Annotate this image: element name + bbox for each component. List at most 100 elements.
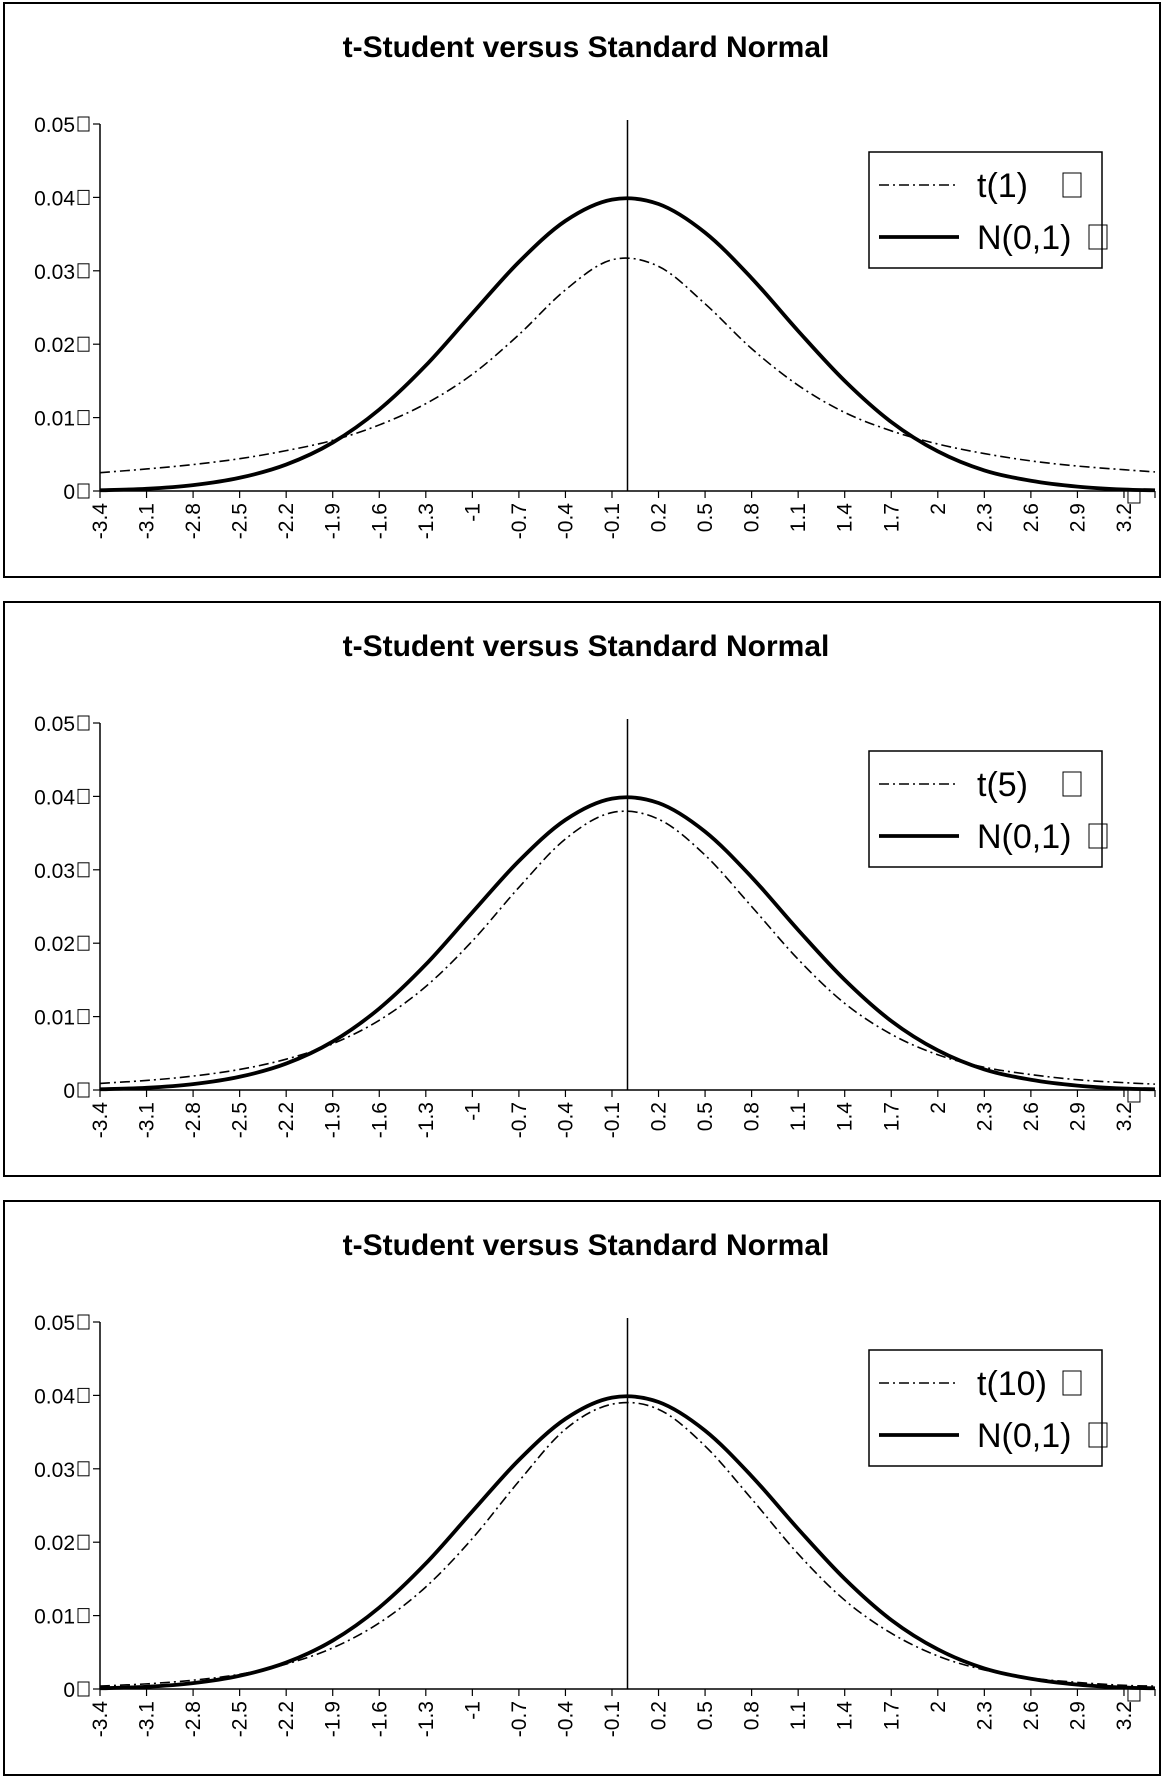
x-tick-label: -0.4 [554, 1701, 577, 1738]
x-tick-label: -0.7 [508, 1701, 531, 1737]
y-tick-label: 0 [63, 1080, 75, 1103]
series-line-1 [99, 257, 1156, 474]
x-tick-label: 2.9 [1066, 503, 1089, 532]
x-tick-label: 2.9 [1066, 1102, 1089, 1131]
x-tick-label: 1.4 [834, 503, 857, 533]
y-tick-label: 0.02 [34, 933, 75, 956]
tick-glyph-box [77, 1681, 90, 1697]
tick-glyph-box [77, 116, 90, 132]
legend-label-2: N(0,1) [977, 219, 1071, 257]
x-tick-label: 2 [927, 1701, 950, 1713]
legend-label-1: t(10) [977, 1365, 1047, 1403]
y-tick-label: 0.03 [34, 860, 75, 883]
tick-glyph-box [77, 1387, 90, 1403]
tick-glyph-box [77, 1461, 90, 1477]
x-tick-label: 2.9 [1066, 1701, 1089, 1730]
x-tick-label: -0.4 [554, 503, 577, 540]
x-tick-label: 0.2 [648, 503, 671, 532]
x-tick-label: 2.6 [1020, 1102, 1043, 1131]
tick-glyph-box [1062, 172, 1082, 198]
x-tick-label: -0.7 [508, 1102, 531, 1138]
y-tick-label: 0.01 [34, 1007, 75, 1030]
y-tick-label: 0.01 [34, 408, 75, 431]
tick-glyph-box [77, 1082, 90, 1098]
x-tick-label: 0.8 [741, 1102, 764, 1131]
y-tick-label: 0.05 [34, 713, 75, 736]
x-tick-label: -1 [461, 1102, 484, 1121]
x-tick-label: 1.4 [834, 1701, 857, 1731]
x-tick-label: -2.2 [275, 503, 298, 539]
x-tick-label: -1.9 [322, 1102, 345, 1138]
series-line-2 [99, 795, 1156, 1092]
series-line-2 [99, 196, 1156, 493]
x-tick-label: -2.2 [275, 1701, 298, 1737]
x-tick-label: -2.8 [182, 1102, 205, 1138]
x-tick-label: -1.3 [415, 503, 438, 539]
tick-glyph-box [1088, 224, 1108, 250]
x-tick-label: 2 [927, 503, 950, 515]
x-tick-label: -2.8 [182, 503, 205, 539]
legend-label-2: N(0,1) [977, 818, 1071, 856]
x-tick-label: 0.2 [648, 1701, 671, 1730]
x-tick-label: -1.9 [322, 1701, 345, 1737]
tick-glyph-box [77, 935, 90, 951]
x-tick-label: 2 [927, 1102, 950, 1114]
x-tick-label: -2.8 [182, 1701, 205, 1737]
tick-glyph-box [77, 336, 90, 352]
x-tick-label: -2.5 [229, 1102, 252, 1138]
x-tick-label: -0.7 [508, 503, 531, 539]
tick-glyph-box [77, 483, 90, 499]
chart-panel-3: t-Student versus Standard Normal 0 0.01 0.0… [3, 1200, 1161, 1776]
y-tick-label: 0.04 [34, 786, 75, 809]
x-tick-label: -1 [461, 503, 484, 522]
series-line-1 [99, 810, 1156, 1085]
tick-glyph-box [77, 788, 90, 804]
tick-glyph-box [77, 1608, 90, 1624]
x-tick-label: 1.4 [834, 1102, 857, 1132]
tick-glyph-box [1062, 1370, 1082, 1396]
x-tick-label: 0.5 [694, 1102, 717, 1131]
tick-glyph-box [77, 263, 90, 279]
chart-svg-1: t-Student versus Standard Normal 0 0.01 0.0… [34, 31, 1156, 540]
y-tick-label: 0.02 [34, 334, 75, 357]
x-tick-label: -1.6 [368, 503, 391, 539]
x-tick-label: -1.3 [415, 1102, 438, 1138]
legend-label-1: t(1) [977, 167, 1028, 205]
x-tick-label: -0.1 [601, 503, 624, 539]
tick-glyph-box [77, 410, 90, 426]
chart-panel-2: t-Student versus Standard Normal 0 0.01 0.0… [3, 601, 1161, 1177]
x-tick-label: 3.2 [1113, 1102, 1136, 1131]
tick-glyph-box [1062, 771, 1082, 797]
y-tick-label: 0.05 [34, 1312, 75, 1335]
x-tick-label: 0.5 [694, 503, 717, 532]
x-tick-label: -2.5 [229, 503, 252, 539]
x-tick-label: -0.1 [601, 1701, 624, 1737]
x-tick-label: 1.1 [787, 1701, 810, 1730]
chart-title: t-Student versus Standard Normal [343, 630, 830, 663]
tick-glyph-box [77, 1534, 90, 1550]
x-tick-label: -3.1 [136, 503, 159, 539]
x-tick-label: -3.4 [89, 1102, 112, 1139]
legend-box [868, 1349, 1103, 1467]
y-tick-label: 0.02 [34, 1532, 75, 1555]
legend-box [868, 750, 1103, 868]
chart-title: t-Student versus Standard Normal [343, 31, 830, 64]
y-tick-label: 0.04 [34, 1385, 75, 1408]
x-tick-label: -1.9 [322, 503, 345, 539]
y-tick-label: 0 [63, 481, 75, 504]
x-tick-label: -0.1 [601, 1102, 624, 1138]
x-tick-label: -1.3 [415, 1701, 438, 1737]
legend-label-2: N(0,1) [977, 1417, 1071, 1455]
y-tick-label: 0.04 [34, 187, 75, 210]
y-tick-label: 0.05 [34, 114, 75, 137]
x-tick-label: 0.8 [741, 503, 764, 532]
x-tick-label: -1 [461, 1701, 484, 1720]
x-tick-label: 2.3 [973, 1102, 996, 1131]
x-tick-label: 2.3 [973, 503, 996, 532]
tick-glyph-box [77, 1009, 90, 1025]
chart-svg-2: t-Student versus Standard Normal 0 0.01 0.0… [34, 630, 1156, 1139]
tick-glyph-box [77, 862, 90, 878]
x-tick-label: 0.8 [741, 1701, 764, 1730]
tick-glyph-box [77, 1314, 90, 1330]
x-tick-label: 2.6 [1020, 503, 1043, 532]
